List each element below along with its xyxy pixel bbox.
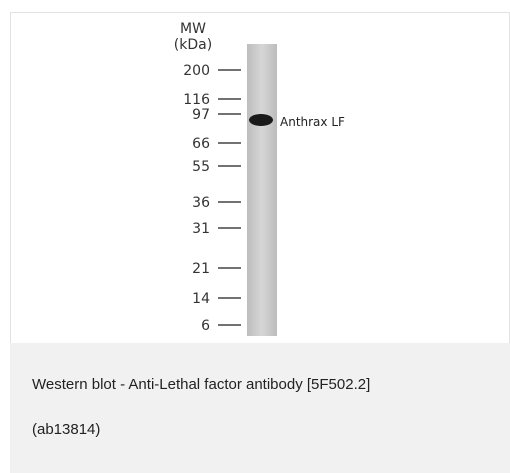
marker-label: 66 [192, 136, 210, 152]
marker-label: 14 [192, 291, 210, 307]
lane [247, 44, 277, 336]
mw-unit: (kDa) [174, 37, 212, 53]
caption: Western blot - Anti-Lethal factor antibo… [10, 343, 510, 473]
marker-label: 6 [201, 318, 210, 334]
band [249, 114, 273, 126]
marker-label: 55 [192, 159, 210, 175]
marker-label: 31 [192, 221, 210, 237]
page: MW (kDa) Anthrax LF 200 11697 66 55 36 31 21 14… [0, 0, 510, 473]
caption-line: Western blot - Anti-Lethal factor antibo… [32, 376, 370, 393]
caption-line: (ab13814) [32, 421, 100, 438]
marker-label: 21 [192, 261, 210, 277]
marker-label: 200 [183, 63, 210, 79]
mw-header: MW [180, 21, 206, 37]
marker-label: 97 [192, 107, 210, 123]
band-label: Anthrax LF [280, 115, 345, 129]
marker-label: 36 [192, 195, 210, 211]
marker-label: 116 [183, 92, 210, 108]
